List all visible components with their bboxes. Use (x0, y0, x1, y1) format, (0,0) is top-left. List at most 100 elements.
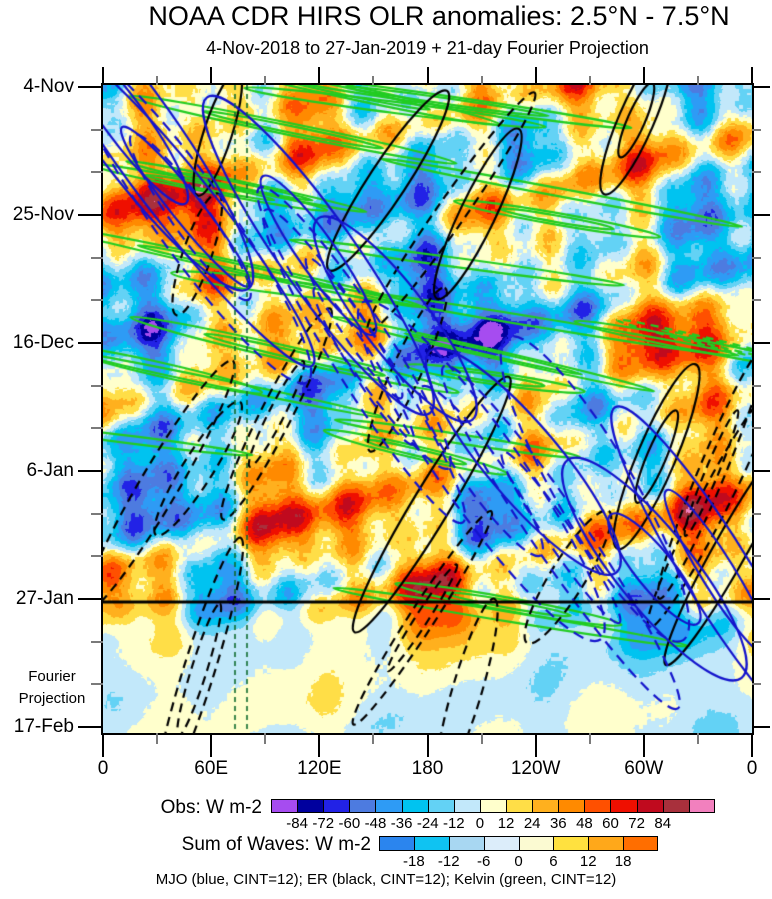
colorbar-tick-label: -60 (338, 815, 361, 832)
colorbar-segment (375, 799, 402, 813)
y-major-tick-right (752, 470, 770, 472)
y-minor-tick-right (752, 683, 761, 686)
colorbar-segment (610, 799, 637, 813)
y-minor-tick-right (752, 640, 761, 643)
x-minor-tick-top (156, 76, 159, 85)
x-major-tick-bottom (426, 733, 429, 757)
colorbar-segment (558, 799, 585, 813)
x-major-tick-bottom (642, 733, 645, 757)
colorbar-segment (483, 836, 519, 851)
colorbar-segment (688, 799, 715, 813)
y-major-tick-right (752, 342, 770, 344)
x-minor-tick-bottom (588, 733, 591, 744)
colorbar-tick-label: -24 (416, 815, 439, 832)
x-major-tick-top (102, 67, 104, 85)
colorbar-tick-label: 0 (475, 815, 485, 832)
colorbar-tick-label: 18 (614, 853, 632, 870)
y-tick-label: 16-Dec (12, 332, 74, 353)
y-major-tick-left (78, 470, 103, 472)
y-minor-tick-right (752, 512, 761, 515)
colorbar-segment (427, 799, 454, 813)
colorbar-segment (505, 799, 533, 813)
x-major-tick-top (426, 67, 429, 85)
y-major-tick-right (752, 598, 770, 600)
waves-colorbar-label: Sum of Waves: W m-2 (181, 834, 371, 855)
x-major-tick-top (210, 67, 213, 85)
y-minor-tick-right (752, 427, 761, 430)
colorbar-tick-label: 48 (576, 815, 593, 832)
colorbar-segment (413, 836, 449, 851)
colorbar-segment (323, 799, 350, 813)
y-minor-tick-right (752, 128, 761, 131)
y-tick-label: 27-Jan (15, 588, 74, 609)
colorbar-tick-label: -72 (312, 815, 335, 832)
colorbar-segment (588, 836, 624, 851)
colorbar-tick-label: -36 (390, 815, 413, 832)
x-major-tick-bottom (534, 733, 537, 757)
colorbar-tick-label: -6 (476, 853, 491, 870)
colorbar-segment (662, 799, 689, 813)
obs-colorbar (271, 799, 715, 813)
colorbar-tick-label: 12 (497, 815, 515, 832)
colorbar-segment (349, 799, 376, 813)
x-major-tick-top (318, 67, 321, 85)
y-minor-tick-right (752, 299, 761, 302)
colorbar-tick-label: -12 (442, 815, 465, 832)
colorbar-segment (584, 799, 611, 813)
fourier-label-line2: Projection (18, 690, 86, 707)
y-tick-label: 4-Nov (23, 76, 74, 97)
x-tick-label: 0 (97, 758, 109, 779)
x-minor-tick-top (696, 76, 699, 85)
y-minor-tick-right (752, 171, 761, 174)
x-minor-tick-top (372, 76, 375, 85)
colorbar-segment (636, 799, 663, 813)
colorbar-tick-label: 24 (523, 815, 541, 832)
x-minor-tick-top (480, 76, 483, 85)
y-major-tick-right (752, 214, 770, 216)
y-major-tick-right (752, 86, 770, 88)
y-major-tick-right (752, 726, 770, 728)
x-minor-tick-top (588, 76, 591, 85)
x-tick-label: 0 (746, 758, 758, 779)
y-minor-tick-right (752, 384, 761, 387)
x-tick-label: 180 (411, 758, 444, 779)
obs-colorbar-label: Obs: W m-2 (160, 797, 262, 818)
x-tick-label: 60E (194, 758, 229, 779)
y-major-tick-left (78, 342, 103, 344)
x-tick-label: 120E (297, 758, 342, 779)
y-minor-tick-left (91, 128, 103, 131)
y-minor-tick-left (91, 427, 103, 430)
x-major-tick-top (534, 67, 537, 85)
x-minor-tick-bottom (372, 733, 375, 744)
colorbar-tick-label: -48 (364, 815, 387, 832)
y-minor-tick-left (91, 171, 103, 174)
colorbar-segment (401, 799, 428, 813)
x-minor-tick-bottom (264, 733, 267, 744)
x-minor-tick-bottom (480, 733, 483, 744)
colorbar-tick-label: 0 (514, 853, 523, 870)
y-minor-tick-left (91, 640, 103, 643)
contour-legend: MJO (blue, CINT=12); ER (black, CINT=12)… (155, 871, 617, 888)
chart-title: NOAA CDR HIRS OLR anomalies: 2.5°N - 7.5… (148, 1, 730, 31)
y-major-tick-left (78, 86, 103, 88)
colorbar-segment (453, 799, 480, 813)
x-minor-tick-bottom (696, 733, 699, 744)
colorbar-segment (532, 799, 559, 813)
x-tick-label: 120W (510, 758, 561, 779)
y-minor-tick-left (91, 384, 103, 387)
colorbar-segment (271, 799, 298, 813)
waves-colorbar (379, 836, 658, 851)
colorbar-tick-label: 72 (628, 815, 645, 832)
y-tick-label: 25-Nov (12, 204, 74, 225)
x-tick-label: 60W (624, 758, 664, 779)
colorbar-tick-label: 6 (549, 853, 558, 870)
x-minor-tick-bottom (156, 733, 159, 744)
fourier-projection-label: Fourier Projection (6, 666, 98, 710)
colorbar-tick-label: 36 (549, 815, 567, 832)
x-major-tick-bottom (318, 733, 321, 757)
hovmoller-heatmap-canvas (103, 85, 752, 733)
x-major-tick-bottom (102, 733, 104, 757)
y-minor-tick-right (752, 555, 761, 558)
y-minor-tick-left (91, 555, 103, 558)
